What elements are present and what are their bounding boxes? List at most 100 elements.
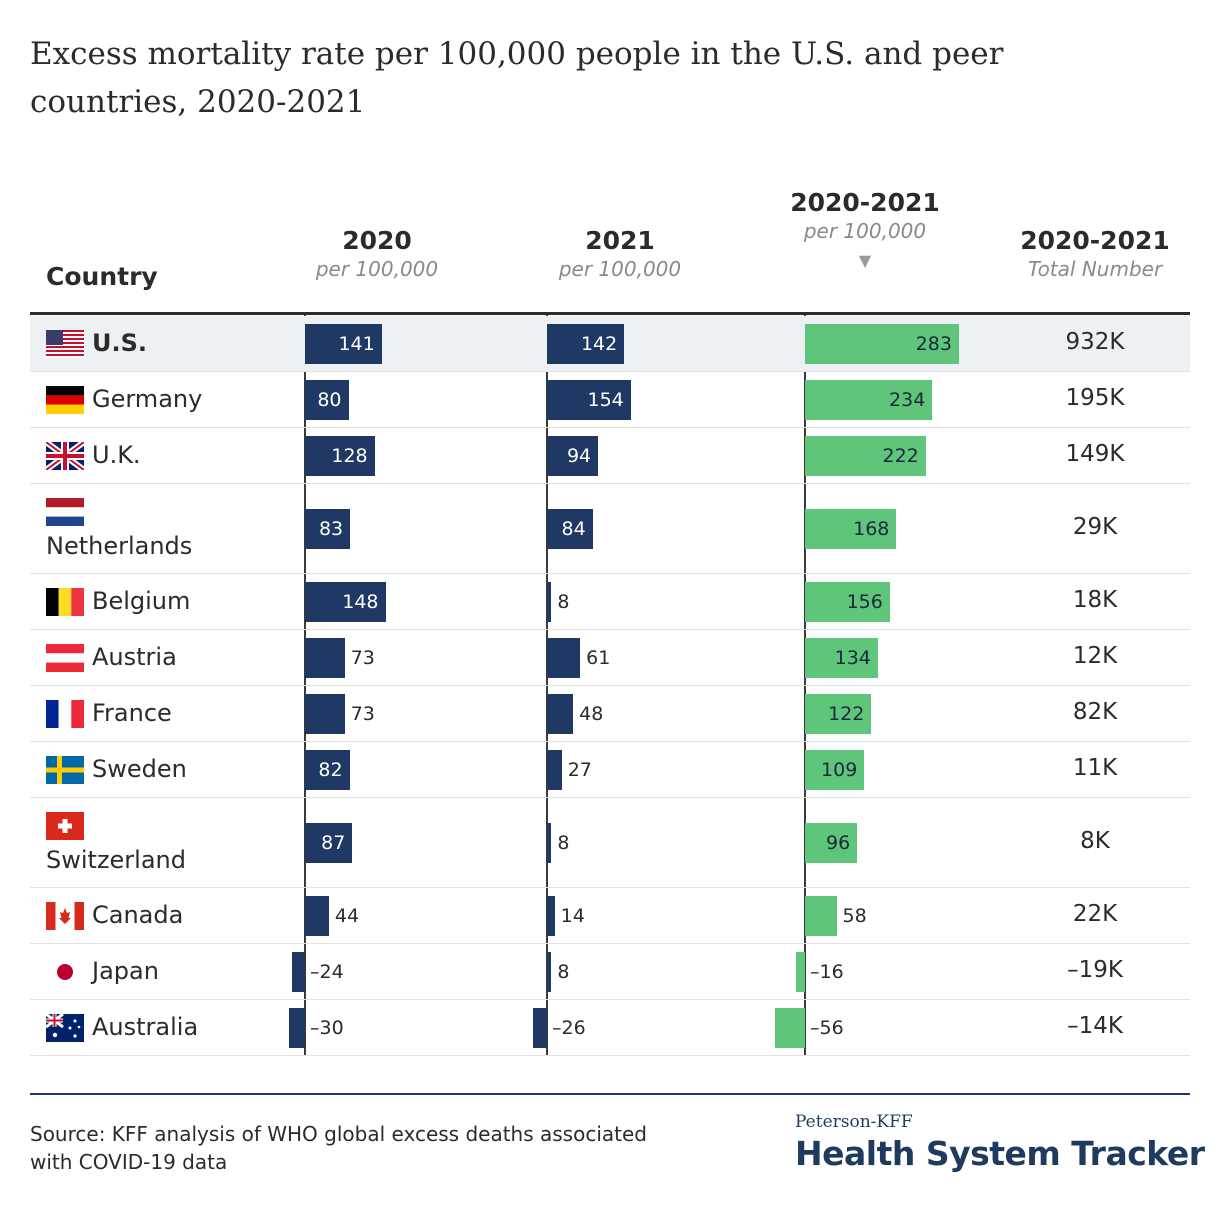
bar-v2020 <box>305 380 349 420</box>
total-number: –14K <box>1067 1013 1123 1039</box>
bar-vcomb <box>805 380 933 420</box>
country-name: U.K. <box>92 441 141 469</box>
bar-v2021 <box>547 380 631 420</box>
table-row[interactable] <box>30 484 1190 574</box>
total-number: 149K <box>1065 441 1125 467</box>
header-2020[interactable]: 2020 per 100,000 <box>297 226 457 281</box>
data-label-v2020: 44 <box>334 905 360 927</box>
total-number: –19K <box>1067 957 1123 983</box>
bar-vcomb <box>805 509 897 549</box>
total-number: 22K <box>1072 901 1118 927</box>
bar-v2020 <box>305 638 345 678</box>
bar-vcomb <box>796 952 805 992</box>
data-label-v2021: –26 <box>552 1017 586 1039</box>
header-total-sub: Total Number <box>1027 257 1163 281</box>
bar-v2020 <box>305 750 350 790</box>
data-label-v2021: 8 <box>557 832 570 854</box>
bar-v2021 <box>547 750 562 790</box>
data-label-v2020: 87 <box>321 832 346 854</box>
data-label-v2020: 128 <box>331 445 368 467</box>
bar-v2021 <box>532 1008 547 1048</box>
bar-v2020 <box>288 1008 305 1048</box>
chart-title: Excess mortality rate per 100,000 people… <box>30 36 1004 120</box>
table-row[interactable] <box>30 1000 1190 1056</box>
table-row[interactable] <box>30 428 1190 484</box>
data-label-v2021: 142 <box>580 333 618 355</box>
austria-flag-icon <box>46 644 84 672</box>
data-label-v2021: 14 <box>560 905 585 927</box>
data-label-vcomb: 222 <box>882 445 919 467</box>
total-number: 8K <box>1080 828 1110 854</box>
header-total[interactable]: 2020-2021 Total Number <box>1010 226 1180 281</box>
country-name: Australia <box>92 1013 199 1041</box>
country-name: Austria <box>92 643 177 671</box>
header-2020-sub: per 100,000 <box>315 257 439 281</box>
bar-v2020 <box>305 694 345 734</box>
data-label-v2021: 154 <box>587 389 624 411</box>
bar-v2021 <box>547 324 625 364</box>
total-number: 195K <box>1065 385 1125 411</box>
table-row[interactable] <box>30 944 1190 1000</box>
data-label-vcomb: 109 <box>821 759 858 781</box>
australia-flag-icon <box>45 1012 84 1042</box>
belgium-flag-icon <box>46 588 84 616</box>
data-label-vcomb: 122 <box>828 703 865 725</box>
bar-v2020 <box>305 324 382 364</box>
data-label-v2020: 73 <box>350 703 375 725</box>
header-2020-2021-label: 2020-2021 <box>790 188 940 217</box>
source-note: Source: KFF analysis of WHO global exces… <box>30 1122 647 1174</box>
country-name: Japan <box>92 957 159 985</box>
bar-v2021 <box>547 952 552 992</box>
data-label-v2020: –30 <box>310 1017 344 1039</box>
brand-logo[interactable]: Health System Tracker <box>795 1134 1205 1173</box>
total-number: 82K <box>1072 699 1118 725</box>
bar-v2021 <box>547 823 552 863</box>
header-rule <box>30 312 1190 315</box>
data-label-v2020: –24 <box>310 961 344 983</box>
total-number: 29K <box>1072 514 1118 540</box>
bar-vcomb <box>805 582 890 622</box>
data-label-vcomb: 156 <box>846 591 883 613</box>
total-number: 18K <box>1072 587 1118 613</box>
table-row[interactable] <box>30 574 1190 630</box>
switzerland-flag-icon <box>46 812 84 840</box>
sort-descending-icon[interactable]: ▼ <box>858 251 872 270</box>
table-row[interactable] <box>30 742 1190 798</box>
brand-kicker: Peterson-KFF <box>795 1112 913 1132</box>
bar-vcomb <box>805 436 926 476</box>
table-row[interactable] <box>30 686 1190 742</box>
france-flag-icon <box>46 700 84 728</box>
data-label-v2021: 27 <box>567 759 592 781</box>
data-label-v2020: 141 <box>338 333 375 355</box>
table-row[interactable] <box>30 888 1190 944</box>
data-label-vcomb: 283 <box>915 333 952 355</box>
japan-flag-icon <box>46 958 84 986</box>
table-row[interactable] <box>30 372 1190 428</box>
country-name: Switzerland <box>46 846 186 874</box>
bar-v2020 <box>305 509 351 549</box>
total-number: 11K <box>1072 755 1118 781</box>
bar-v2021 <box>547 694 574 734</box>
country-name: U.S. <box>92 329 148 357</box>
data-label-vcomb: 168 <box>853 518 890 540</box>
bar-v2021 <box>547 509 593 549</box>
data-label-v2020: 82 <box>318 759 343 781</box>
total-number: 932K <box>1065 329 1125 355</box>
table-row[interactable] <box>30 630 1190 686</box>
header-2020-2021[interactable]: 2020-2021 per 100,000 ▼ <box>775 188 955 270</box>
table-row[interactable] <box>30 798 1190 888</box>
bar-v2021 <box>547 436 599 476</box>
bar-vcomb <box>805 823 858 863</box>
header-2021[interactable]: 2021 per 100,000 <box>540 226 700 281</box>
bar-vcomb <box>805 896 837 936</box>
footer-rule <box>30 1093 1190 1095</box>
data-label-vcomb: 58 <box>842 905 867 927</box>
data-label-v2021: 48 <box>579 703 604 725</box>
header-total-label: 2020-2021 <box>1020 226 1170 255</box>
data-label-vcomb: –16 <box>810 961 844 983</box>
total-number: 12K <box>1072 643 1118 669</box>
netherlands-flag-icon <box>46 498 84 526</box>
bar-vcomb <box>805 694 872 734</box>
data-label-v2020: 73 <box>350 647 375 669</box>
data-label-v2021: 8 <box>557 591 570 613</box>
